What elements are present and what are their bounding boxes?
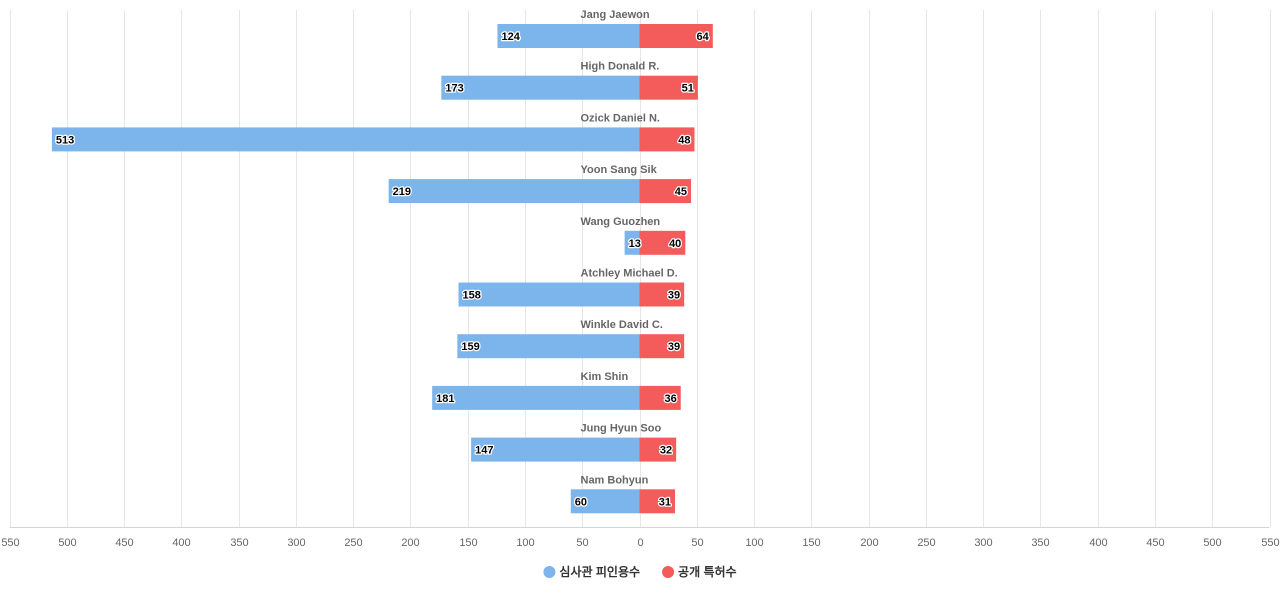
category-labels: Jang Jaewon High Donald R. Ozick Daniel N.… [581,9,678,486]
data-label-citations: 219 [393,186,411,198]
x-axis-tick-labels: 550 500 450 400 350 300 250 200 150 100 50 0 50 100 15… [1,537,1279,549]
x-tick-label: 300 [974,537,992,549]
x-tick-label: 550 [1,537,19,549]
legend[interactable]: 심사관 피인용수 공개 특허수 [543,564,737,579]
bar-patents[interactable] [639,385,681,410]
x-tick-label: 350 [1031,537,1049,549]
category-label: Jang Jaewon [581,9,650,21]
bar-citations[interactable] [458,282,640,307]
legend-marker-patents [662,566,675,578]
data-label-patents: 51 [682,83,694,95]
data-label-citations: 159 [461,341,479,353]
legend-item-citations[interactable]: 심사관 피인용수 [543,564,640,579]
bar-patents[interactable] [639,230,686,255]
bar-patents[interactable] [639,75,698,100]
data-label-patents: 64 [697,31,710,43]
x-tick-label: 200 [401,537,419,549]
x-tick-label: 450 [115,537,133,549]
data-label-citations: 173 [445,83,463,95]
bar-citations[interactable] [457,334,640,359]
x-tick-label: 400 [1089,537,1107,549]
data-label-citations: 124 [501,31,520,43]
data-labels: 124 64 173 51 513 48 219 45 13 40 158 39 159 39 181 36 1… [55,30,711,510]
legend-label-citations: 심사관 피인용수 [559,564,640,579]
bar-citations[interactable] [432,385,640,410]
bar-citations[interactable] [497,24,640,48]
bar-patents[interactable] [639,127,695,152]
x-tick-label: 550 [1261,537,1279,549]
data-label-patents: 36 [664,393,676,405]
bars [51,24,713,514]
bar-patents[interactable] [639,489,676,514]
bar-citations[interactable] [471,437,640,462]
category-label: Nam Bohyun [581,474,649,486]
bar-patents[interactable] [639,24,713,48]
x-tick-label: 300 [287,537,305,549]
data-label-patents: 39 [668,290,680,302]
data-label-patents: 31 [659,496,671,508]
data-label-citations: 513 [56,134,74,146]
data-label-patents: 45 [675,186,687,198]
category-label: Winkle David C. [581,319,663,331]
bar-citations[interactable] [388,179,640,204]
category-label: High Donald R. [581,61,660,73]
data-label-patents: 39 [668,341,680,353]
data-label-citations: 158 [463,290,481,302]
x-tick-label: 400 [172,537,190,549]
category-label: Kim Shin [581,371,629,383]
data-label-citations: 13 [629,238,641,250]
x-tick-label: 500 [58,537,76,549]
x-tick-label: 0 [637,537,643,549]
category-label: Ozick Daniel N. [581,112,660,124]
x-tick-label: 50 [691,537,703,549]
bar-patents[interactable] [639,437,677,462]
legend-item-patents[interactable]: 공개 특허수 [662,564,737,579]
bar-citations[interactable] [441,75,640,100]
data-label-patents: 48 [678,134,690,146]
bar-citations[interactable] [624,230,640,255]
x-tick-label: 100 [745,537,763,549]
x-tick-label: 350 [230,537,248,549]
category-label: Jung Hyun Soo [581,423,662,435]
data-label-citations: 181 [436,393,454,405]
data-label-patents: 40 [669,238,681,250]
bar-patents[interactable] [639,179,692,204]
data-label-citations: 60 [575,496,587,508]
data-label-patents: 32 [660,445,672,457]
category-label: Yoon Sang Sik [581,164,658,176]
legend-label-patents: 공개 특허수 [678,564,737,579]
x-tick-label: 200 [860,537,878,549]
bar-citations[interactable] [51,127,640,152]
bar-patents[interactable] [639,334,685,359]
bar-citations[interactable] [570,489,640,514]
x-tick-label: 500 [1203,537,1221,549]
category-label: Atchley Michael D. [581,268,678,280]
x-tick-label: 50 [576,537,588,549]
bar-patents[interactable] [639,282,685,307]
x-tick-label: 150 [459,537,477,549]
x-tick-label: 250 [344,537,362,549]
category-label: Wang Guozhen [581,216,661,228]
x-tick-label: 100 [516,537,534,549]
legend-marker-citations [543,566,556,578]
x-tick-label: 150 [802,537,820,549]
x-tick-label: 450 [1146,537,1164,549]
x-tick-label: 250 [917,537,935,549]
data-label-citations: 147 [475,445,493,457]
